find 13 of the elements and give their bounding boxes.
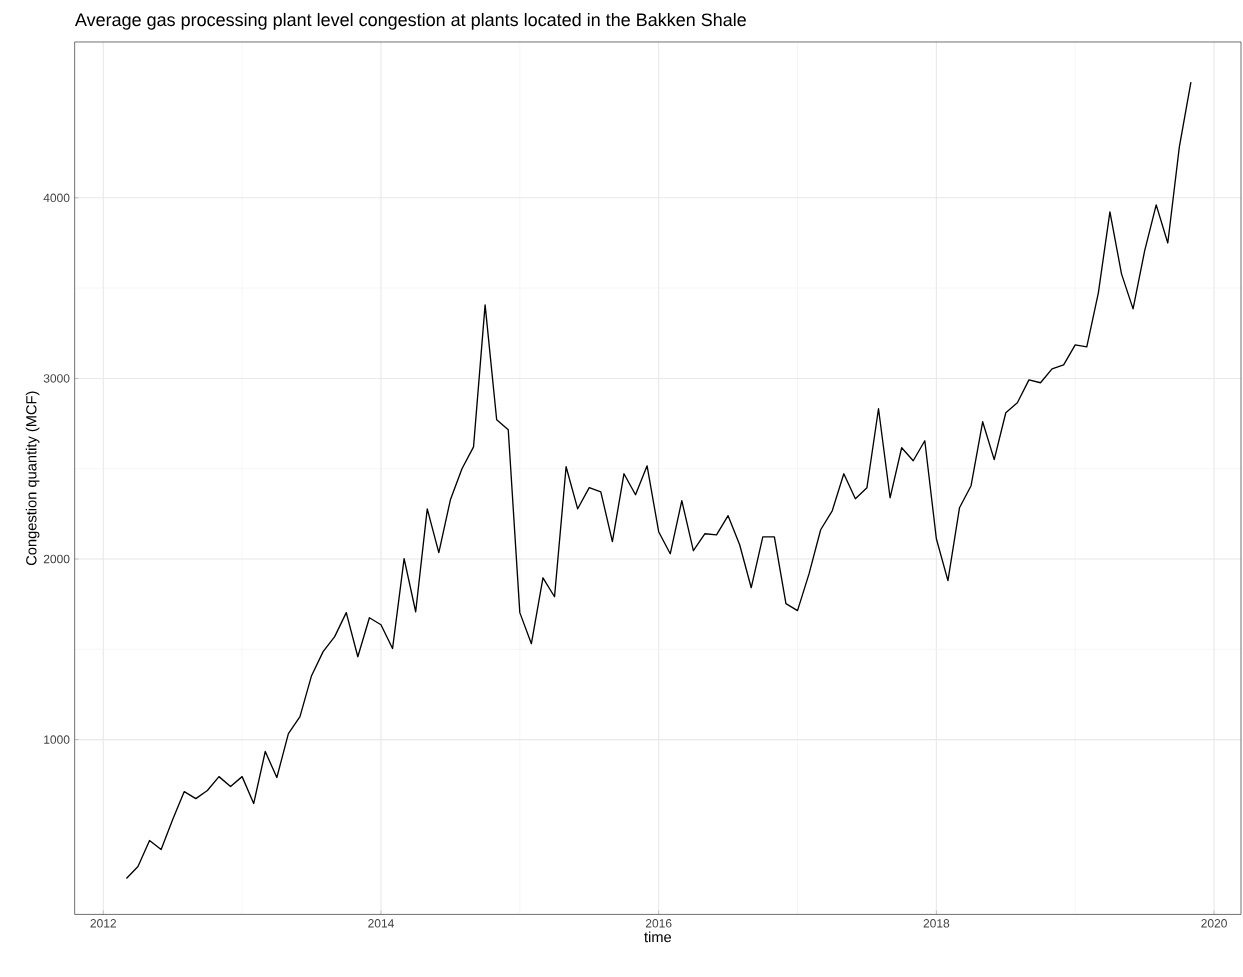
y-tick-label: 3000 [43, 374, 70, 383]
x-tick-label: 2016 [645, 919, 672, 928]
chart-title: Average gas processing plant level congestion at plants located in the Bakken Shale [74, 12, 746, 30]
x-axis-title: time [644, 931, 672, 943]
x-tick-label: 2012 [90, 919, 116, 928]
x-tick-label: 2018 [923, 919, 950, 928]
y-tick-label: 4000 [43, 193, 70, 203]
x-tick-label: 2020 [1201, 919, 1227, 928]
x-tick-label: 2014 [368, 919, 394, 928]
y-tick-label: 2000 [43, 554, 70, 564]
y-tick-label: 1000 [44, 735, 70, 744]
y-axis-title: Congestion quantity (MCF) [25, 391, 40, 566]
line-series [125, 81, 1192, 880]
